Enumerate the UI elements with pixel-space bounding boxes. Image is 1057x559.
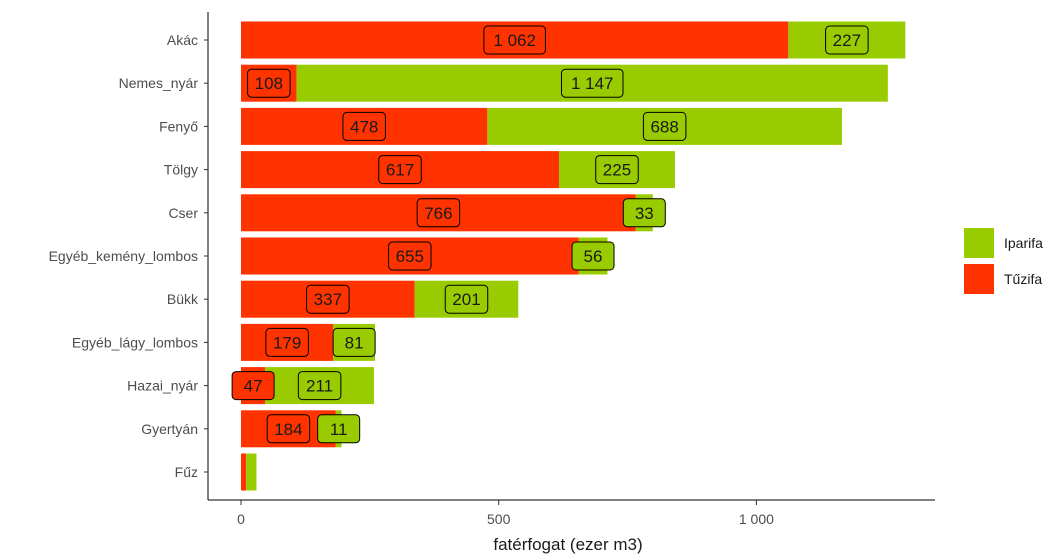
- data-label-t-zifa-t-lgy: 617: [378, 155, 422, 185]
- data-label-text: 688: [650, 117, 678, 136]
- data-label-t-zifa-hazai-ny-r: 47: [231, 371, 275, 401]
- category-label-t-lgy: Tölgy: [164, 162, 198, 178]
- data-label-box: [297, 371, 342, 401]
- data-label-box: [231, 371, 275, 401]
- data-label-text: 1 062: [493, 31, 536, 50]
- data-label-box: [825, 25, 869, 55]
- data-label-text: 81: [345, 333, 364, 352]
- category-label-feny: Fenyő: [159, 118, 198, 134]
- x-tick-labels: 0 500 1 000: [237, 500, 774, 527]
- data-label-text: 179: [273, 333, 301, 352]
- data-label-box: [595, 155, 639, 185]
- data-label-text: 225: [603, 161, 631, 180]
- data-label-text: 33: [635, 204, 654, 223]
- data-label-iparifa-cser: 33: [622, 198, 666, 228]
- data-label-t-zifa-egy-b-l-gy-lombos: 179: [265, 327, 309, 357]
- data-label-text: 478: [350, 117, 378, 136]
- data-label-text: 47: [244, 377, 263, 396]
- category-label-b-kk: Bükk: [167, 291, 199, 307]
- category-label-egy-b-l-gy-lombos: Egyéb_lágy_lombos: [72, 334, 198, 350]
- data-label-box: [332, 327, 376, 357]
- data-label-text: 201: [452, 290, 480, 309]
- data-label-box: [622, 198, 666, 228]
- data-label-iparifa-t-lgy: 225: [595, 155, 639, 185]
- legend-item-t-zifa: Tűzifa: [964, 264, 1042, 294]
- data-labels-layer: 1 062 227 108 1 147 478 688 617 225 766 33 655 56 33…: [231, 25, 869, 444]
- data-label-text: 227: [833, 31, 861, 50]
- data-label-text: 337: [314, 290, 342, 309]
- category-labels: Akác Nemes_nyár Fenyő Tölgy Cser Egyéb_kemény…: [49, 32, 208, 480]
- data-label-t-zifa-gyerty-n: 184: [266, 414, 311, 444]
- data-label-iparifa-hazai-ny-r: 211: [297, 371, 342, 401]
- data-label-t-zifa-egy-b-kem-ny-lombos: 655: [388, 241, 432, 271]
- legend-item-iparifa: Iparifa: [964, 228, 1043, 258]
- data-label-box: [560, 68, 624, 98]
- data-label-text: 655: [396, 247, 424, 266]
- data-label-t-zifa-cser: 766: [416, 198, 461, 228]
- legend-label: Tűzifa: [1004, 271, 1042, 287]
- bar-tuzifa-f-z: [241, 453, 247, 491]
- category-label-nemes-ny-r: Nemes_nyár: [119, 75, 199, 91]
- data-label-t-zifa-nemes-ny-r: 108: [247, 68, 291, 98]
- data-label-iparifa-egy-b-l-gy-lombos: 81: [332, 327, 376, 357]
- x-tick-label: 500: [487, 511, 511, 527]
- data-label-iparifa-ak-c: 227: [825, 25, 869, 55]
- data-label-box: [416, 198, 461, 228]
- category-label-egy-b-kem-ny-lombos: Egyéb_kemény_lombos: [49, 248, 198, 264]
- data-label-iparifa-egy-b-kem-ny-lombos: 56: [571, 241, 615, 271]
- category-label-ak-c: Akác: [167, 32, 198, 48]
- data-label-box: [247, 68, 291, 98]
- data-label-t-zifa-b-kk: 337: [306, 284, 350, 314]
- legend: Iparifa Tűzifa: [964, 228, 1043, 294]
- legend-swatch: [964, 264, 994, 294]
- x-tick-label: 0: [237, 511, 245, 527]
- data-label-text: 766: [424, 204, 452, 223]
- category-label-gyerty-n: Gyertyán: [141, 421, 198, 437]
- legend-swatch: [964, 228, 994, 258]
- data-label-t-zifa-feny: 478: [342, 111, 386, 141]
- data-label-text: 617: [386, 161, 414, 180]
- data-label-iparifa-feny: 688: [642, 111, 687, 141]
- data-label-iparifa-nemes-ny-r: 1 147: [560, 68, 624, 98]
- data-label-box: [642, 111, 687, 141]
- category-label-cser: Cser: [168, 205, 198, 221]
- data-label-text: 56: [584, 247, 603, 266]
- data-label-box: [388, 241, 432, 271]
- data-label-t-zifa-ak-c: 1 062: [483, 25, 546, 55]
- data-label-box: [571, 241, 615, 271]
- data-label-text: 184: [274, 420, 302, 439]
- data-label-box: [317, 414, 361, 444]
- data-label-iparifa-b-kk: 201: [444, 284, 489, 314]
- x-tick-label: 1 000: [739, 511, 774, 527]
- data-label-text: 11: [330, 420, 348, 439]
- category-label-hazai-ny-r: Hazai_nyár: [127, 378, 198, 394]
- bar-iparifa-f-z: [246, 453, 257, 491]
- data-label-box: [342, 111, 386, 141]
- data-label-box: [265, 327, 309, 357]
- data-label-text: 211: [306, 377, 333, 396]
- data-label-iparifa-gyerty-n: 11: [317, 414, 361, 444]
- x-axis-title: fatérfogat (ezer m3): [493, 535, 642, 554]
- data-label-box: [306, 284, 350, 314]
- data-label-text: 1 147: [571, 74, 614, 93]
- data-label-box: [378, 155, 422, 185]
- data-label-text: 108: [255, 74, 283, 93]
- data-label-box: [266, 414, 311, 444]
- data-label-box: [483, 25, 546, 55]
- data-label-box: [444, 284, 489, 314]
- category-label-f-z: Fűz: [175, 464, 198, 480]
- legend-label: Iparifa: [1004, 235, 1043, 251]
